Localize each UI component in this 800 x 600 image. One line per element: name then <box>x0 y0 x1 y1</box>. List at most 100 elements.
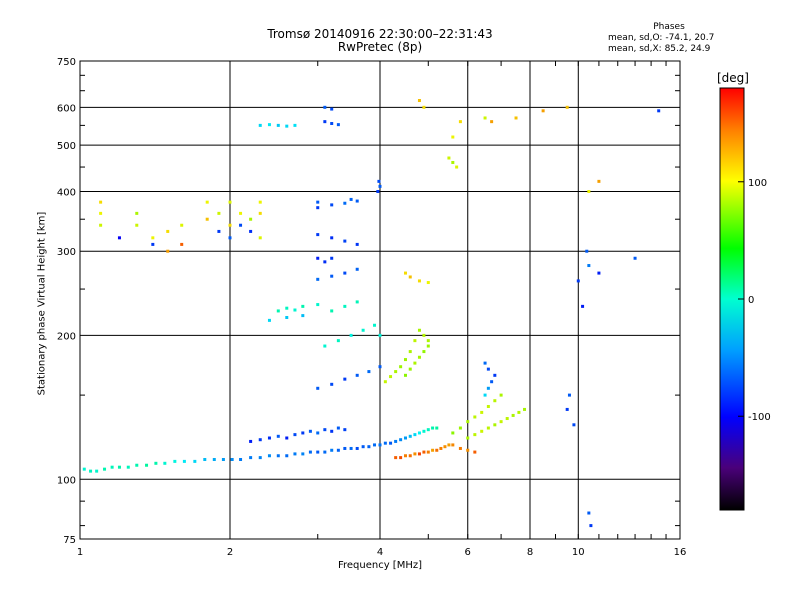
data-point <box>126 465 130 469</box>
data-point <box>480 410 484 414</box>
data-point <box>383 441 387 445</box>
data-point <box>389 375 393 379</box>
y-tick-label: 100 <box>57 475 76 486</box>
data-point <box>316 277 320 281</box>
data-point <box>431 448 435 452</box>
x-tick-label: 4 <box>377 547 383 558</box>
y-tick-label: 750 <box>57 57 76 68</box>
data-point <box>565 105 569 109</box>
data-point <box>499 420 503 424</box>
data-point <box>323 260 327 264</box>
colorbar-tick-label: -100 <box>748 412 771 423</box>
data-point <box>285 315 289 319</box>
data-point <box>316 386 320 390</box>
data-point <box>413 452 417 456</box>
data-point <box>426 428 430 432</box>
data-point <box>514 116 518 120</box>
data-point <box>435 448 439 452</box>
data-point <box>499 393 503 397</box>
data-point <box>330 203 334 207</box>
x-tick-label: 6 <box>465 547 471 558</box>
data-point <box>239 211 243 215</box>
data-point <box>426 450 430 454</box>
data-point <box>330 274 334 278</box>
data-point <box>343 271 347 275</box>
data-point <box>493 399 497 403</box>
data-point <box>486 404 490 408</box>
data-point <box>323 450 327 454</box>
x-tick-label: 2 <box>227 547 233 558</box>
data-point <box>330 236 334 240</box>
data-point <box>336 448 340 452</box>
data-point <box>511 413 515 417</box>
data-point <box>426 281 430 285</box>
data-point <box>572 423 576 427</box>
data-point <box>576 279 580 283</box>
data-point <box>89 469 93 473</box>
data-point <box>163 461 167 465</box>
phase-stats-x: mean, sd,X: 85.2, 24.9 <box>608 44 711 54</box>
data-point <box>212 457 216 461</box>
data-point <box>336 426 340 430</box>
colorbar-ticks: -100 0 100 <box>738 178 771 423</box>
data-point <box>399 438 403 442</box>
data-point <box>597 271 601 275</box>
data-point <box>443 445 447 449</box>
data-point <box>657 109 661 113</box>
x-axis-label: Frequency [MHz] <box>338 560 422 571</box>
data-point <box>565 407 569 411</box>
data-point <box>458 120 462 124</box>
data-point <box>95 469 99 473</box>
data-point <box>193 459 197 463</box>
data-point <box>373 443 377 447</box>
data-point <box>203 457 207 461</box>
data-point <box>483 116 487 120</box>
data-point <box>180 223 184 227</box>
data-point <box>517 410 521 414</box>
data-point <box>378 365 382 369</box>
data-point <box>426 344 430 348</box>
data-point <box>330 382 334 386</box>
data-point <box>343 446 347 450</box>
data-point <box>451 443 455 447</box>
data-point <box>394 456 398 460</box>
data-point <box>455 165 459 169</box>
data-point <box>403 373 407 377</box>
data-point <box>301 314 305 318</box>
data-point <box>205 217 209 221</box>
data-point <box>154 461 158 465</box>
data-point <box>99 223 103 227</box>
data-point <box>293 452 297 456</box>
data-point <box>633 256 637 260</box>
data-point <box>466 436 470 440</box>
x-tick-label: 8 <box>527 547 533 558</box>
data-point <box>422 350 426 354</box>
data-point <box>228 223 232 227</box>
data-point <box>486 367 490 371</box>
data-point <box>316 256 320 260</box>
data-point <box>493 423 497 427</box>
data-point <box>413 433 417 437</box>
data-point <box>293 308 297 312</box>
data-point <box>376 189 380 193</box>
data-point <box>394 370 398 374</box>
data-point <box>417 452 421 456</box>
data-point <box>394 439 398 443</box>
data-point <box>458 426 462 430</box>
data-point <box>249 229 253 233</box>
data-point <box>447 443 451 447</box>
y-tick-label: 400 <box>57 187 76 198</box>
data-point <box>355 373 359 377</box>
data-point <box>349 197 353 201</box>
data-point <box>417 328 421 332</box>
data-point <box>355 446 359 450</box>
data-point <box>145 463 149 467</box>
data-point <box>316 233 320 237</box>
data-point <box>230 457 234 461</box>
data-point <box>103 467 107 471</box>
axis-ticks: 1 2 4 6 8 10 16 75 100 200 300 400 500 600 750 <box>57 57 686 558</box>
data-point <box>110 465 114 469</box>
data-point <box>483 361 487 365</box>
data-point <box>587 189 591 193</box>
data-point <box>135 211 139 215</box>
